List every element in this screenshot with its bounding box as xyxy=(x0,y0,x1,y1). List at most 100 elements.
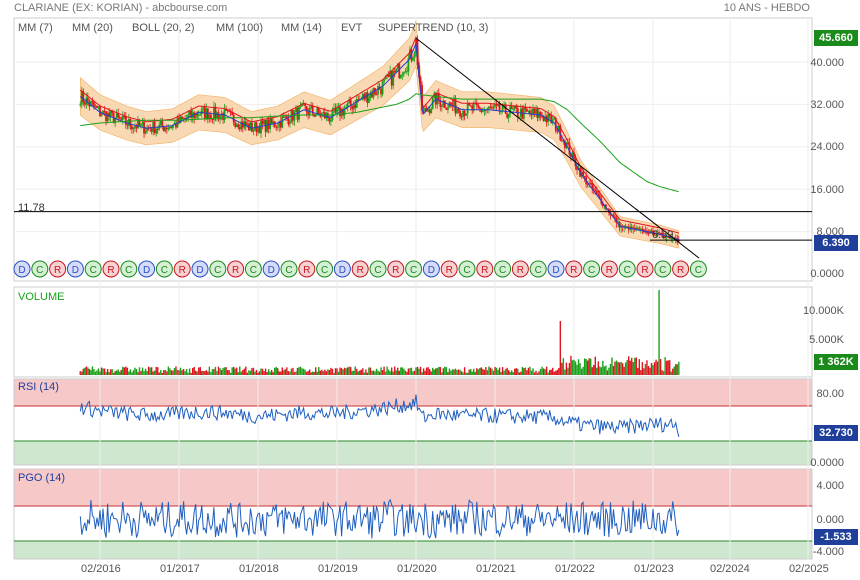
bollinger-band xyxy=(80,20,680,249)
volume-bar xyxy=(99,371,101,375)
volume-bar xyxy=(280,371,282,375)
volume-bar xyxy=(564,369,566,375)
last-price-badge: 45.660 xyxy=(814,30,858,46)
event-marker-label: C xyxy=(535,265,542,276)
event-marker xyxy=(155,260,173,278)
volume-bar xyxy=(372,370,375,375)
price-candle xyxy=(317,108,320,114)
price-candle xyxy=(103,110,106,112)
event-marker xyxy=(511,260,529,278)
volume-bar xyxy=(542,368,545,375)
volume-bar xyxy=(252,367,255,375)
price-candle xyxy=(407,58,410,72)
price-candle xyxy=(188,110,191,116)
rsi-panel-frame xyxy=(13,378,813,466)
legend-mm14[interactable]: MM (14) xyxy=(281,22,322,34)
price-candle xyxy=(111,110,114,113)
price-candle xyxy=(326,113,329,118)
price-candle xyxy=(539,112,542,116)
pgo-line xyxy=(79,498,680,539)
price-candle xyxy=(658,232,660,234)
volume-bar xyxy=(624,362,627,375)
legend-mm7[interactable]: MM (7) xyxy=(18,22,53,34)
volume-bar xyxy=(389,371,391,375)
volume-bar xyxy=(96,370,98,375)
price-candle xyxy=(507,114,510,118)
volume-bar xyxy=(670,371,672,375)
rsi-badge: 32.730 xyxy=(814,425,858,441)
volume-bar xyxy=(552,367,554,375)
volume-bar xyxy=(161,372,163,375)
volume-bar xyxy=(623,366,625,375)
period-label[interactable]: 10 ANS - HEBDO xyxy=(723,2,810,14)
volume-bar xyxy=(193,366,195,375)
price-candle xyxy=(544,116,547,121)
volume-bar xyxy=(556,369,558,375)
legend-mm20[interactable]: MM (20) xyxy=(72,22,113,34)
price-candle xyxy=(293,111,296,121)
legend-mm100[interactable]: MM (100) xyxy=(216,22,264,34)
price-candle xyxy=(200,108,203,115)
event-marker-label: C xyxy=(588,265,595,276)
price-candle xyxy=(278,121,281,127)
price-candle xyxy=(595,190,598,194)
event-marker xyxy=(565,260,583,278)
volume-bar xyxy=(486,370,489,375)
volume-ytick: 10.000K xyxy=(803,305,844,317)
volume-bar xyxy=(672,368,674,375)
price-candle xyxy=(641,228,644,230)
volume-bar xyxy=(217,366,220,375)
rsi-oversold-zone xyxy=(14,441,812,465)
rsi-ytick: 0.0000 xyxy=(810,457,844,469)
volume-bar xyxy=(176,369,179,375)
volume-bar xyxy=(274,367,276,375)
volume-bar xyxy=(646,360,648,375)
volume-bar xyxy=(643,368,645,375)
legend-supertrend[interactable]: SUPERTREND (10, 3) xyxy=(378,22,489,34)
volume-bar xyxy=(400,367,402,375)
price-candle xyxy=(369,92,372,98)
volume-bar xyxy=(450,370,452,375)
price-candle xyxy=(342,108,344,116)
x-tick-label: 01/2017 xyxy=(160,563,200,575)
volume-bar xyxy=(299,366,302,375)
price-ytick: 0.0000 xyxy=(810,268,844,280)
volume-bar xyxy=(576,364,578,375)
event-marker-label: R xyxy=(303,265,310,276)
volume-bar xyxy=(637,367,639,375)
legend-evt[interactable]: EVT xyxy=(341,22,363,34)
price-candle xyxy=(380,89,382,95)
volume-bar xyxy=(425,367,428,375)
volume-bar xyxy=(433,369,435,375)
price-candle xyxy=(368,97,370,103)
price-candle xyxy=(638,228,641,230)
volume-bar xyxy=(229,372,232,375)
volume-bar xyxy=(330,367,332,375)
volume-bar xyxy=(459,369,461,375)
volume-bar xyxy=(441,372,443,375)
price-candle xyxy=(176,117,179,128)
volume-bar xyxy=(545,366,548,375)
volume-bar xyxy=(678,361,680,375)
price-candle xyxy=(249,122,252,131)
price-candle xyxy=(296,108,299,120)
event-marker-label: D xyxy=(196,265,203,276)
price-candle xyxy=(194,112,197,119)
volume-bar xyxy=(427,367,429,375)
legend-boll[interactable]: BOLL (20, 2) xyxy=(132,22,195,34)
price-candle xyxy=(560,140,563,142)
price-candle xyxy=(170,126,173,128)
volume-bar xyxy=(555,370,557,375)
volume-bar xyxy=(163,370,165,375)
price-candle xyxy=(392,70,395,86)
volume-bar xyxy=(608,367,610,375)
price-candle xyxy=(677,240,680,242)
volume-bar xyxy=(166,371,168,375)
volume-bar xyxy=(444,366,446,375)
event-marker xyxy=(227,260,245,278)
price-candle xyxy=(206,108,209,120)
price-candle xyxy=(412,58,414,61)
volume-bar xyxy=(270,370,273,375)
price-candle xyxy=(513,105,516,109)
volume-bar xyxy=(445,367,448,375)
